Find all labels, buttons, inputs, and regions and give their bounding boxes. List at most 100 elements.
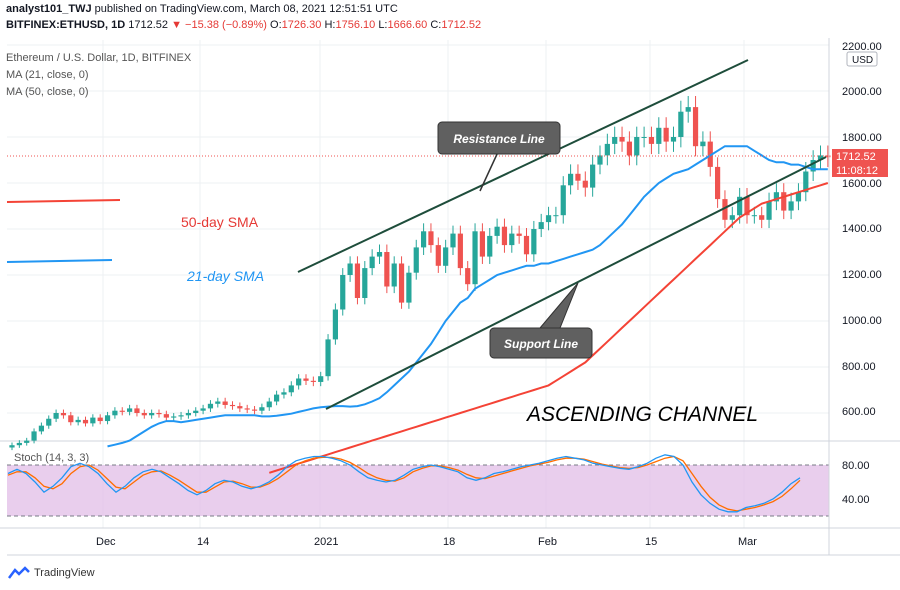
time-tick: 15 xyxy=(645,536,657,548)
candle-body xyxy=(288,385,294,393)
candle-body xyxy=(421,231,427,248)
candle-body xyxy=(296,378,302,386)
candle-body xyxy=(560,185,566,216)
symbol-legend: Ethereum / U.S. Dollar, 1D, BITFINEX xyxy=(6,52,192,64)
candle-body xyxy=(531,229,537,255)
candle-body xyxy=(781,192,787,211)
publisher-name[interactable]: analyst101_TWJ xyxy=(6,3,92,15)
current-price: 1712.52 xyxy=(128,19,169,31)
price-tick: 1000.00 xyxy=(842,315,882,327)
candle-body xyxy=(413,247,419,273)
resistance-callout-pointer xyxy=(479,151,499,192)
open-value: 1726.30 xyxy=(281,19,322,31)
time-tick: Feb xyxy=(538,536,557,548)
candle-body xyxy=(303,378,309,381)
candle-body xyxy=(604,143,610,156)
last-price-badge xyxy=(832,149,888,177)
candle-body xyxy=(251,409,258,411)
candle-body xyxy=(53,413,59,419)
price-tick: 2000.00 xyxy=(842,86,882,98)
candle-body xyxy=(60,413,67,416)
price-tick: 600.00 xyxy=(842,406,876,418)
publish-line: analyst101_TWJ published on TradingView.… xyxy=(6,3,398,15)
candle-body xyxy=(68,415,74,423)
candle-body xyxy=(207,403,214,409)
time-tick: 14 xyxy=(197,536,209,548)
publish-info: published on TradingView.com, March 08, … xyxy=(91,3,398,15)
resistance-line[interactable] xyxy=(297,59,749,273)
support-callout xyxy=(489,327,593,359)
candle-body xyxy=(222,401,228,405)
candle-body xyxy=(465,268,471,285)
sma50-marker-line xyxy=(6,199,121,203)
candle-body xyxy=(751,215,757,217)
candle-body xyxy=(244,408,250,410)
candle-body xyxy=(156,413,162,415)
high-label: H: xyxy=(324,19,336,31)
candle-body xyxy=(582,180,588,188)
candle-body xyxy=(744,196,750,216)
candle-body xyxy=(641,137,647,138)
tradingview-logo-icon xyxy=(8,566,30,579)
last-price-value: 1712.52 xyxy=(836,151,876,163)
currency-box[interactable] xyxy=(846,51,878,67)
candle-body xyxy=(803,171,809,193)
candle-body xyxy=(516,233,522,236)
candle-body xyxy=(82,419,89,424)
candle-body xyxy=(38,425,44,432)
candle-body xyxy=(347,263,353,275)
candle-body xyxy=(428,231,434,246)
candle-body xyxy=(406,272,412,303)
ma50-legend[interactable]: MA (50, close, 0) xyxy=(6,86,89,98)
candle-body xyxy=(369,256,375,269)
stoch-tick: 40.00 xyxy=(842,494,870,506)
price-pane xyxy=(7,40,829,440)
candle-body xyxy=(457,233,463,269)
candle-body xyxy=(597,155,603,165)
candle-body xyxy=(163,414,169,418)
candle-body xyxy=(354,263,361,298)
candle-body xyxy=(16,442,22,446)
candle-body xyxy=(200,408,206,411)
candle-body xyxy=(435,245,441,266)
candle-body xyxy=(590,164,596,188)
candle-body xyxy=(325,339,331,377)
candle-body xyxy=(766,201,772,220)
time-tick: Mar xyxy=(738,536,757,548)
candle-body xyxy=(90,417,96,424)
stoch-k-line xyxy=(7,454,801,513)
candle-body xyxy=(215,401,221,404)
currency-label: USD xyxy=(852,55,873,66)
open-label: O: xyxy=(270,19,282,31)
candle-body xyxy=(332,309,338,340)
high-value: 1756.10 xyxy=(335,19,376,31)
candle-body xyxy=(810,160,816,172)
candle-body xyxy=(479,231,485,257)
support-line[interactable] xyxy=(325,156,827,410)
candle-body xyxy=(134,408,140,413)
candle-body xyxy=(700,141,706,147)
ma50-line xyxy=(268,182,829,474)
candle-body xyxy=(670,137,677,142)
candle-body xyxy=(825,155,831,158)
time-tick: Dec xyxy=(96,536,116,548)
candle-body xyxy=(472,231,478,285)
candle-body xyxy=(575,173,581,181)
candle-body xyxy=(9,445,15,448)
candle-body xyxy=(185,413,191,416)
candle-body xyxy=(634,137,640,156)
candle-body xyxy=(24,440,30,443)
candle-body xyxy=(97,417,103,422)
footer-brand[interactable]: TradingView xyxy=(8,566,95,580)
time-tick: 2021 xyxy=(314,536,338,548)
ma21-legend[interactable]: MA (21, close, 0) xyxy=(6,69,89,81)
close-value: 1712.52 xyxy=(441,19,482,31)
candle-body xyxy=(648,137,655,144)
footer-brand-label: TradingView xyxy=(34,567,95,579)
candle-body xyxy=(545,215,552,223)
candle-body xyxy=(715,166,721,200)
candle-body xyxy=(376,252,383,257)
price-change: ▼ −15.38 (−0.89%) xyxy=(171,19,267,31)
candle-body xyxy=(487,235,493,257)
